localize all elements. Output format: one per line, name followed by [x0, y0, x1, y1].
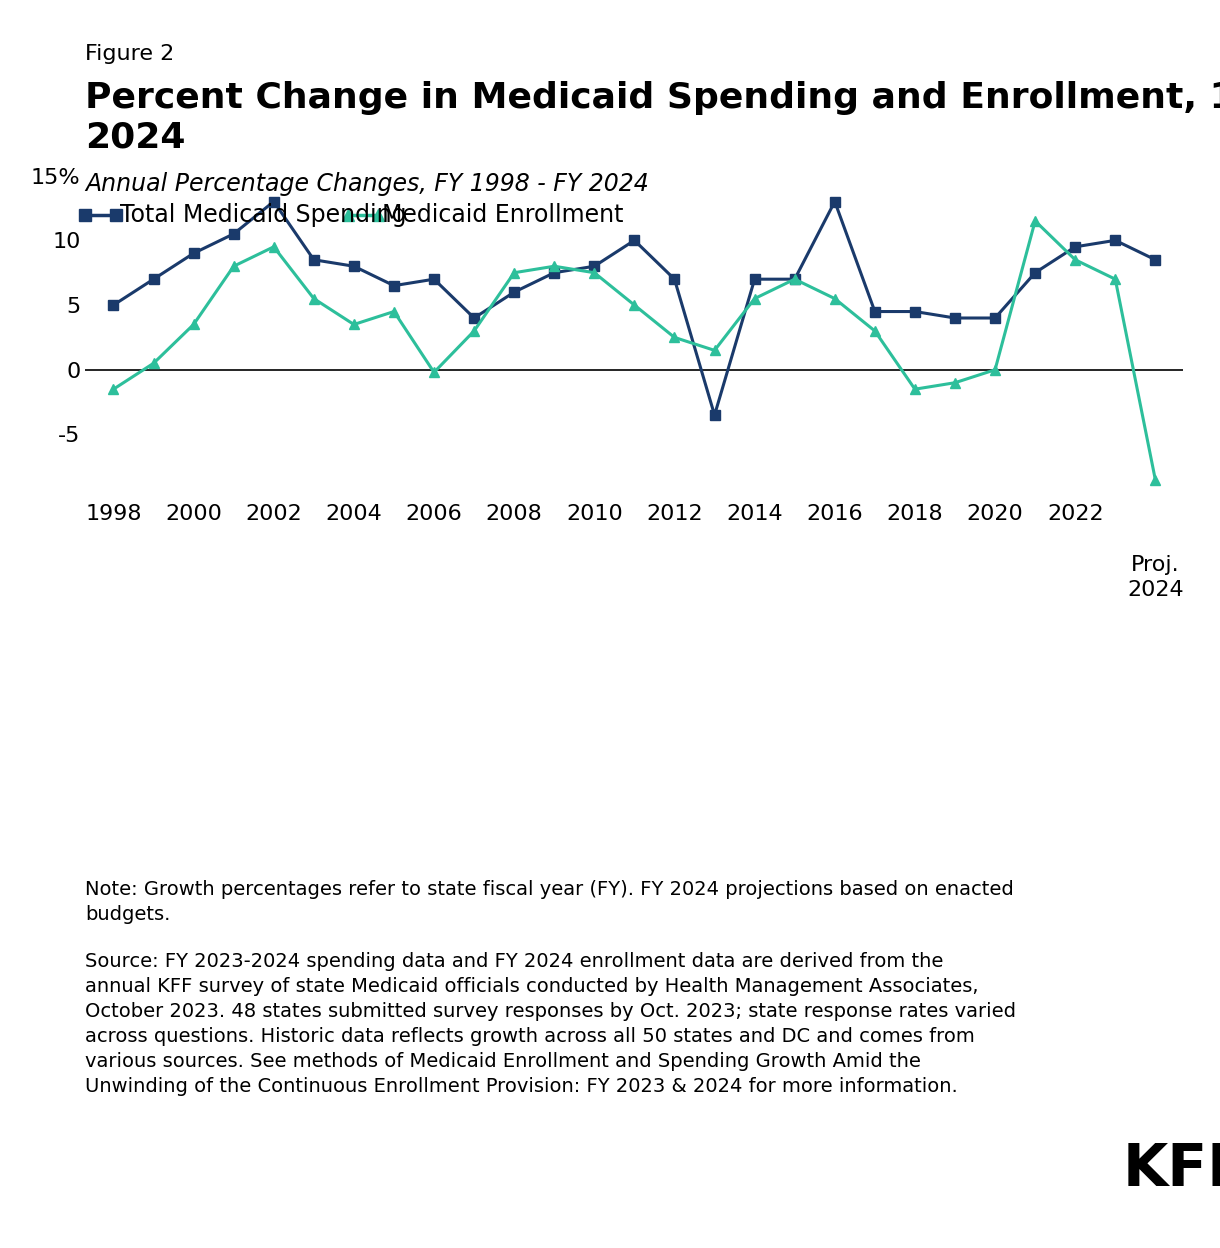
Text: Annual Percentage Changes, FY 1998 - FY 2024: Annual Percentage Changes, FY 1998 - FY … — [85, 172, 649, 196]
Text: KFF: KFF — [1122, 1141, 1220, 1198]
Text: Total Medicaid Spending: Total Medicaid Spending — [120, 202, 406, 227]
Text: Proj.: Proj. — [1131, 555, 1180, 575]
Text: Note: Growth percentages refer to state fiscal year (FY). FY 2024 projections ba: Note: Growth percentages refer to state … — [85, 880, 1014, 924]
Text: Source: FY 2023-2024 spending data and FY 2024 enrollment data are derived from : Source: FY 2023-2024 spending data and F… — [85, 952, 1016, 1096]
Text: Percent Change in Medicaid Spending and Enrollment, 1998-
2024: Percent Change in Medicaid Spending and … — [85, 81, 1220, 155]
Text: 2024: 2024 — [1127, 580, 1183, 600]
Text: Medicaid Enrollment: Medicaid Enrollment — [382, 202, 623, 227]
Text: Figure 2: Figure 2 — [85, 44, 174, 64]
